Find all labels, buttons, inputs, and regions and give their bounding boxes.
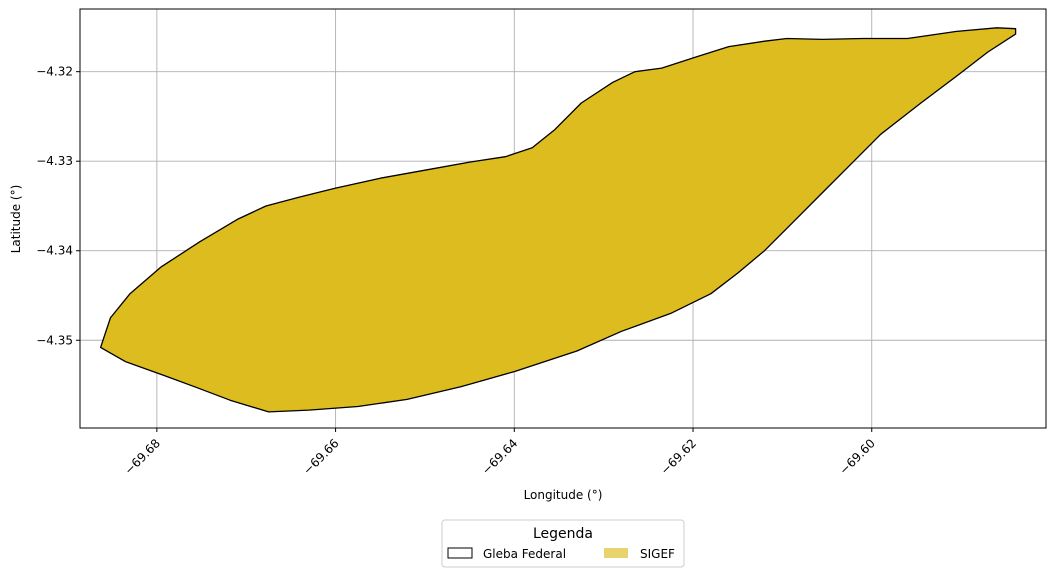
legend-swatch-gleba-federal [447,547,473,559]
plot-frame [79,8,1047,429]
legend: Legenda Gleba Federal SIGEF [441,519,685,568]
y-tick-label: −4.35 [36,333,73,347]
y-axis-ticks: −4.32 −4.33 −4.34 −4.35 [36,65,80,347]
legend-title: Legenda [533,526,593,542]
y-axis-label: Latitude (°) [9,185,23,254]
legend-label-gleba-federal: Gleba Federal [483,547,566,561]
x-axis-label: Longitude (°) [524,488,603,502]
sigef-polygon [99,27,1017,413]
y-tick-label: −4.34 [36,244,73,258]
y-tick-label: −4.33 [36,154,73,168]
legend-label-sigef: SIGEF [640,547,675,561]
y-tick-label: −4.32 [36,65,73,79]
legend-swatch-sigef [604,548,628,558]
